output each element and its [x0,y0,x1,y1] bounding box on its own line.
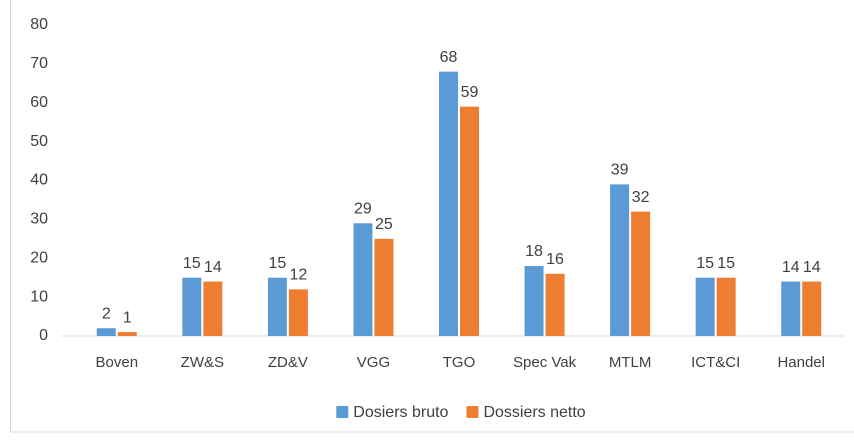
x-tick-label: Spec Vak [513,354,577,371]
x-tick-label: ZD&V [268,354,308,371]
y-tick-label: 10 [30,288,48,305]
legend-swatch [466,406,479,418]
legend-label: Dossiers netto [483,404,585,421]
x-tick-label: Handel [777,354,825,371]
bar [96,328,116,336]
chart-frame [10,0,854,433]
bar [545,273,565,336]
bar [439,71,458,337]
data-label: 18 [525,243,543,260]
bar [353,223,373,336]
data-label: 29 [354,200,372,217]
bar [631,211,651,336]
bar [203,281,223,336]
data-label: 14 [782,259,800,276]
data-label: 39 [611,162,629,179]
bar [117,332,137,336]
data-label: 68 [440,49,458,66]
legend-swatch [336,406,349,418]
y-tick-label: 80 [30,16,48,33]
bar [716,277,736,336]
y-tick-label: 50 [30,133,48,150]
data-label: 15 [183,255,201,272]
bar [374,238,394,336]
bar [288,289,308,336]
bar [524,266,544,336]
y-tick-label: 30 [30,211,48,228]
data-label: 2 [102,305,111,322]
y-tick-label: 70 [30,55,48,72]
bar [267,277,287,336]
data-label: 16 [546,251,564,268]
y-tick-label: 40 [30,172,48,189]
data-label: 59 [461,84,479,101]
data-label: 15 [717,255,735,272]
x-tick-label: ZW&S [181,354,224,371]
y-tick-label: 0 [39,327,48,344]
x-tick-label: MTLM [609,354,652,371]
data-label: 12 [289,267,307,284]
x-tick-label: TGO [443,354,476,371]
x-tick-label: ICT&CI [691,354,740,371]
bar [610,184,630,336]
bar [460,106,479,336]
data-label: 14 [204,259,222,276]
y-tick-label: 60 [30,94,48,111]
data-label: 14 [803,259,821,276]
bar [182,277,202,336]
y-tick-label: 20 [30,249,48,266]
data-label: 25 [375,216,393,233]
data-label: 15 [696,255,714,272]
data-label: 32 [632,189,650,206]
data-label: 1 [123,309,132,326]
x-tick-label: VGG [357,354,390,371]
x-tick-label: Boven [96,354,139,371]
bar [695,277,715,336]
bar [781,281,801,336]
bar [802,281,822,336]
data-label: 15 [268,255,286,272]
legend-label: Dosiers bruto [353,404,448,421]
